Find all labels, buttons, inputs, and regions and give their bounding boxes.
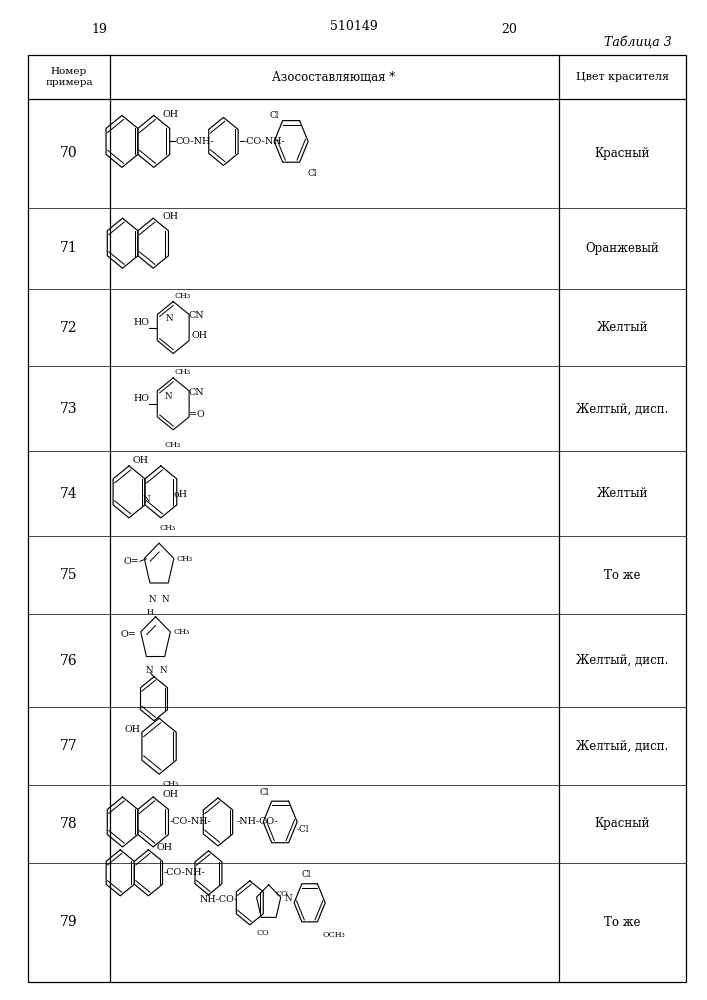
Text: OH: OH bbox=[132, 456, 148, 465]
Text: Азосоставляющая *: Азосоставляющая * bbox=[272, 71, 396, 84]
Text: Cl: Cl bbox=[269, 111, 279, 120]
Text: 79: 79 bbox=[60, 915, 78, 929]
Text: Желтый, дисп.: Желтый, дисп. bbox=[576, 654, 668, 667]
Text: OH: OH bbox=[125, 725, 141, 734]
Text: O=: O= bbox=[120, 630, 136, 639]
Text: N: N bbox=[146, 666, 153, 675]
Text: 77: 77 bbox=[60, 739, 78, 753]
Text: CH₃: CH₃ bbox=[177, 555, 193, 563]
Text: CH₃: CH₃ bbox=[165, 441, 181, 449]
Text: N: N bbox=[160, 666, 167, 675]
Text: Номер
примера: Номер примера bbox=[45, 67, 93, 87]
Text: CH₃: CH₃ bbox=[175, 368, 191, 376]
Text: OH: OH bbox=[156, 843, 173, 852]
Text: OH: OH bbox=[163, 212, 179, 221]
Text: 76: 76 bbox=[60, 654, 78, 668]
Text: Желтый: Желтый bbox=[597, 487, 648, 500]
Text: N: N bbox=[143, 495, 151, 504]
Text: H: H bbox=[146, 608, 153, 616]
Text: HO: HO bbox=[134, 318, 150, 327]
Text: Cl: Cl bbox=[260, 788, 269, 797]
Text: CH₃: CH₃ bbox=[163, 780, 179, 788]
Text: 70: 70 bbox=[60, 146, 78, 160]
Text: То же: То же bbox=[604, 916, 641, 929]
Text: CH₃: CH₃ bbox=[160, 524, 176, 532]
Text: =O: =O bbox=[189, 410, 204, 419]
Text: HO: HO bbox=[134, 394, 150, 403]
Text: N: N bbox=[165, 392, 172, 401]
Text: N: N bbox=[161, 595, 169, 604]
Text: CN: CN bbox=[189, 388, 204, 397]
Text: 78: 78 bbox=[60, 817, 78, 831]
Text: 510149: 510149 bbox=[329, 20, 378, 33]
Text: Оранжевый: Оранжевый bbox=[585, 242, 659, 255]
Text: -CO-NH-: -CO-NH- bbox=[164, 868, 206, 877]
Text: OH: OH bbox=[163, 110, 179, 119]
Text: NH-CO-: NH-CO- bbox=[200, 895, 238, 904]
Text: N: N bbox=[284, 894, 292, 903]
Text: -NH-CO-: -NH-CO- bbox=[236, 817, 278, 826]
Text: OCH₃: OCH₃ bbox=[323, 931, 346, 939]
Text: CH₃: CH₃ bbox=[173, 628, 189, 636]
Text: -CO-NH-: -CO-NH- bbox=[170, 817, 211, 826]
Text: 74: 74 bbox=[60, 487, 78, 501]
Text: OH: OH bbox=[162, 790, 178, 799]
Text: Красный: Красный bbox=[595, 147, 650, 160]
Text: CN: CN bbox=[189, 311, 204, 320]
Text: oH: oH bbox=[174, 490, 188, 499]
Text: 19: 19 bbox=[91, 23, 107, 36]
Text: Таблица 3: Таблица 3 bbox=[604, 36, 672, 49]
Text: То же: То же bbox=[604, 569, 641, 582]
Text: 20: 20 bbox=[501, 23, 517, 36]
Text: 71: 71 bbox=[60, 241, 78, 255]
Text: Цвет красителя: Цвет красителя bbox=[575, 72, 669, 82]
Text: Красный: Красный bbox=[595, 817, 650, 830]
Text: 73: 73 bbox=[60, 402, 78, 416]
Text: N: N bbox=[149, 595, 157, 604]
Text: CO: CO bbox=[276, 890, 288, 898]
Text: OH: OH bbox=[192, 331, 208, 340]
Text: Желтый: Желтый bbox=[597, 321, 648, 334]
Text: CO-NH-: CO-NH- bbox=[175, 137, 214, 146]
Text: 72: 72 bbox=[60, 321, 78, 335]
Text: Cl: Cl bbox=[308, 169, 317, 178]
Text: -Cl: -Cl bbox=[297, 825, 310, 834]
Text: CO: CO bbox=[256, 929, 269, 937]
Text: Желтый, дисп.: Желтый, дисп. bbox=[576, 402, 668, 415]
Text: N: N bbox=[166, 314, 173, 323]
Text: 75: 75 bbox=[60, 568, 78, 582]
Text: -CO-NH-: -CO-NH- bbox=[243, 137, 285, 146]
Text: Желтый, дисп.: Желтый, дисп. bbox=[576, 740, 668, 753]
Text: CH₃: CH₃ bbox=[175, 292, 191, 300]
Text: O=: O= bbox=[124, 557, 139, 566]
Text: Cl: Cl bbox=[301, 870, 311, 879]
